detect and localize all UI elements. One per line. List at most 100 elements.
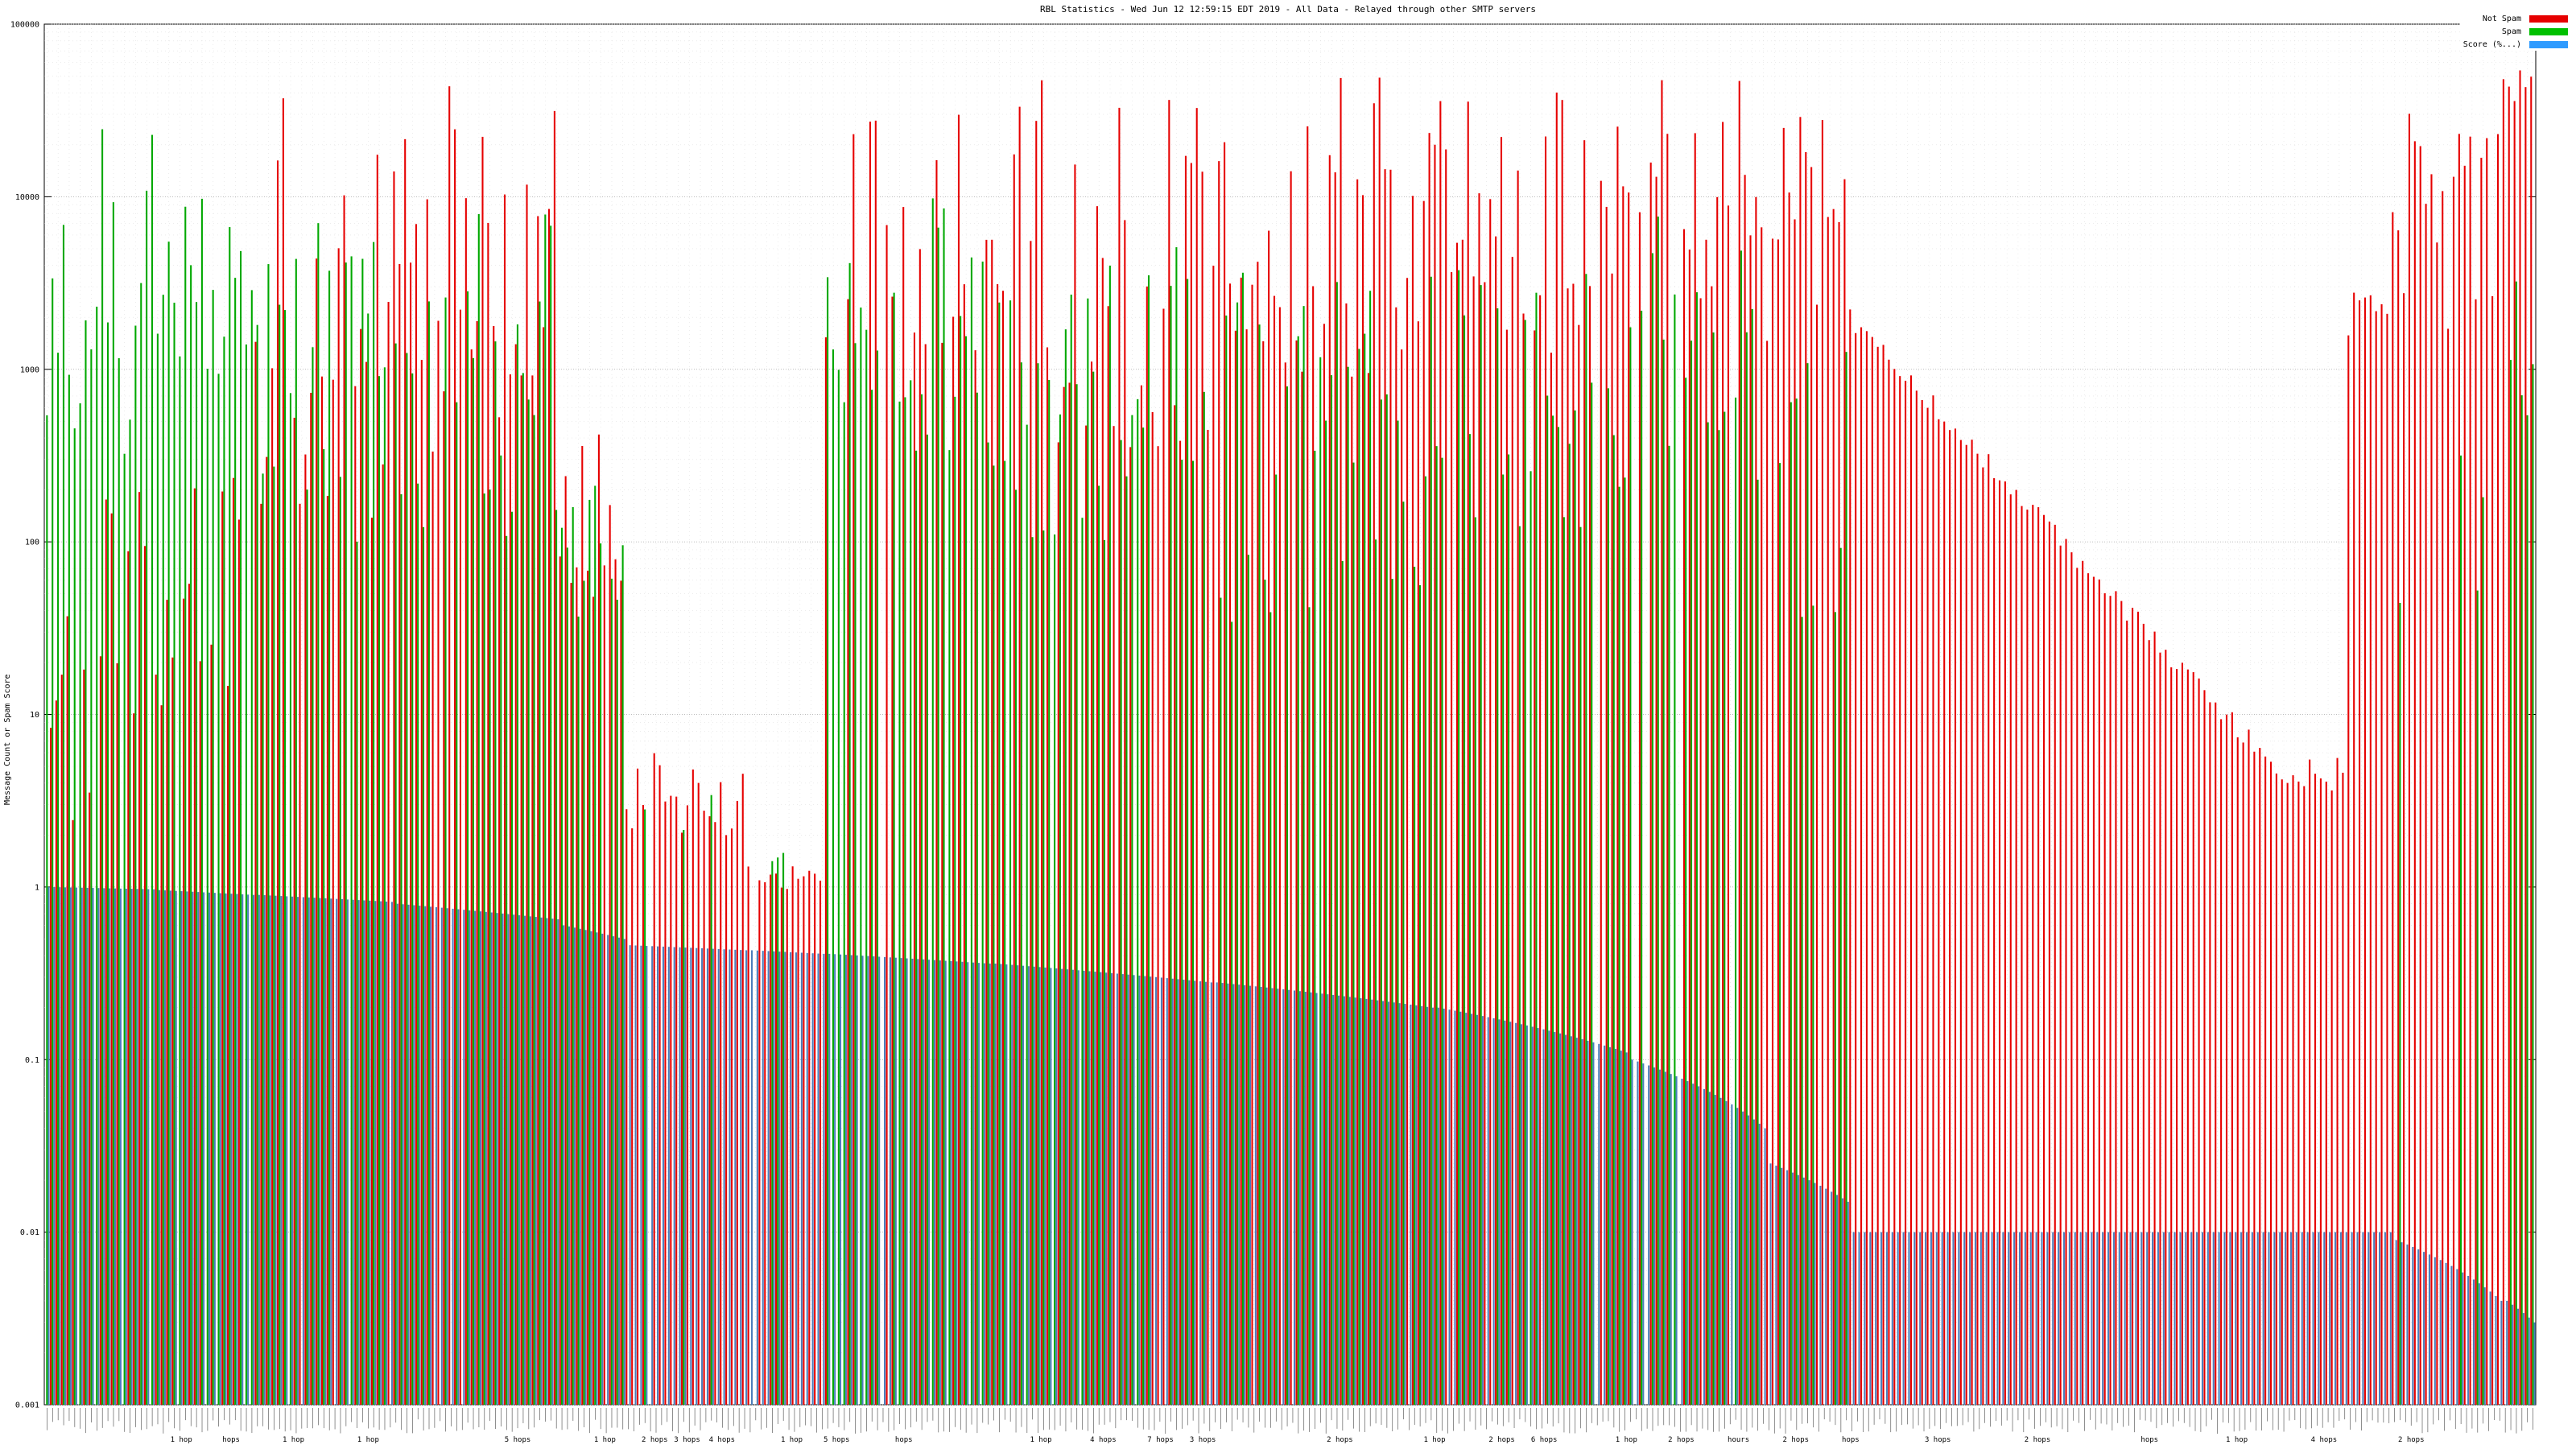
not-spam-bar xyxy=(902,207,905,1405)
not-spam-bar xyxy=(1694,133,1696,1406)
not-spam-bar xyxy=(1882,345,1885,1405)
spam-bar xyxy=(151,134,154,1405)
legend-item: Not Spam xyxy=(2483,14,2568,23)
not-spam-bar xyxy=(2386,313,2388,1406)
score-bar xyxy=(1260,987,1262,1405)
score-bar xyxy=(2467,1275,2470,1405)
spam-bar xyxy=(456,402,458,1405)
score-bar xyxy=(773,951,775,1405)
score-bar xyxy=(657,946,659,1405)
not-spam-bar xyxy=(2336,758,2339,1405)
spam-bar xyxy=(644,809,646,1405)
spam-bar xyxy=(1352,462,1355,1405)
score-bar xyxy=(374,901,377,1405)
not-spam-bar xyxy=(127,551,130,1406)
not-spam-bar xyxy=(2519,70,2521,1405)
not-spam-bar xyxy=(1484,282,1486,1405)
not-spam-bar xyxy=(1982,467,1984,1405)
not-spam-bar xyxy=(1688,249,1690,1405)
spam-bar xyxy=(129,419,131,1406)
spam-bar xyxy=(1618,486,1620,1406)
spam-bar xyxy=(1125,476,1128,1406)
spam-bar xyxy=(848,262,851,1406)
spam-bar xyxy=(345,262,347,1405)
score-bar xyxy=(258,894,260,1405)
spam-bar xyxy=(328,270,331,1405)
not-spam-bar xyxy=(2165,650,2167,1405)
score-bar xyxy=(236,894,238,1405)
spam-bar xyxy=(1269,612,1272,1405)
spam-bar xyxy=(195,302,198,1405)
spam-bar xyxy=(240,250,242,1406)
not-spam-bar xyxy=(1699,298,1702,1405)
spam-bar xyxy=(1552,415,1554,1405)
plot-border xyxy=(43,23,2537,1406)
score-bar xyxy=(197,892,200,1405)
spam-bar xyxy=(212,290,214,1406)
spam-bar xyxy=(588,499,591,1406)
not-spam-bar xyxy=(2359,300,2361,1405)
spam-bar xyxy=(1790,402,1792,1405)
spam-bar xyxy=(406,353,408,1405)
not-spam-bar xyxy=(2480,157,2483,1405)
score-bar xyxy=(617,937,620,1405)
score-bar xyxy=(2362,1232,2364,1405)
spam-bar xyxy=(417,483,419,1406)
not-spam-bar xyxy=(1091,361,1093,1405)
score-bar xyxy=(2533,1322,2536,1405)
score-bar xyxy=(2068,1232,2070,1405)
spam-bar xyxy=(1330,375,1333,1405)
score-bar xyxy=(1598,1043,1600,1405)
not-spam-bar xyxy=(316,258,318,1405)
y-tick-label: 0.001 xyxy=(15,1402,39,1410)
not-spam-bar xyxy=(1096,206,1098,1405)
score-bar xyxy=(1991,1232,1993,1405)
not-spam-bar xyxy=(2215,702,2217,1405)
score-bar xyxy=(1847,1201,1849,1405)
spam-bar xyxy=(217,374,220,1406)
spam-bar xyxy=(1397,420,1399,1406)
score-bar xyxy=(2029,1232,2032,1405)
not-spam-bar xyxy=(89,792,91,1405)
score-bar xyxy=(2041,1232,2043,1405)
not-spam-bar xyxy=(935,159,938,1405)
spam-bar xyxy=(1026,424,1028,1406)
not-spam-bar xyxy=(1628,192,1630,1406)
score-bar xyxy=(92,888,94,1405)
score-bar xyxy=(1360,998,1362,1405)
score-bar xyxy=(1471,1013,1473,1405)
spam-bar xyxy=(1480,285,1482,1406)
score-bar xyxy=(679,947,681,1405)
spam-bar xyxy=(1524,320,1526,1405)
spam-bar xyxy=(1668,445,1670,1405)
y-tick-label: 1 xyxy=(35,883,39,892)
not-spam-bar xyxy=(597,434,600,1405)
not-spam-bar xyxy=(614,559,617,1406)
spam-bar xyxy=(383,367,386,1405)
not-spam-bar xyxy=(72,819,74,1405)
spam-bar xyxy=(1142,427,1145,1405)
not-spam-bar xyxy=(299,503,301,1405)
spam-bar xyxy=(710,795,712,1405)
score-bar xyxy=(1520,1024,1523,1405)
spam-bar xyxy=(361,258,364,1405)
score-bar xyxy=(1891,1232,1893,1405)
not-spam-bar xyxy=(1616,126,1619,1406)
score-bar xyxy=(1736,1108,1739,1405)
score-bar xyxy=(646,946,648,1405)
spam-bar xyxy=(1718,430,1720,1406)
score-bar xyxy=(507,914,510,1405)
not-spam-bar xyxy=(2109,596,2112,1405)
not-spam-bar xyxy=(282,98,284,1405)
spam-bar xyxy=(68,374,70,1405)
not-spam-bar xyxy=(1727,205,1730,1406)
score-bar xyxy=(502,913,504,1405)
spam-bar xyxy=(1325,420,1327,1405)
score-bar xyxy=(1525,1025,1528,1405)
not-spam-bar xyxy=(1495,236,1497,1405)
score-bar xyxy=(568,926,571,1405)
score-bar xyxy=(1531,1026,1534,1405)
not-spam-bar xyxy=(2203,690,2206,1405)
score-bar xyxy=(961,961,964,1405)
score-bar xyxy=(402,904,404,1405)
